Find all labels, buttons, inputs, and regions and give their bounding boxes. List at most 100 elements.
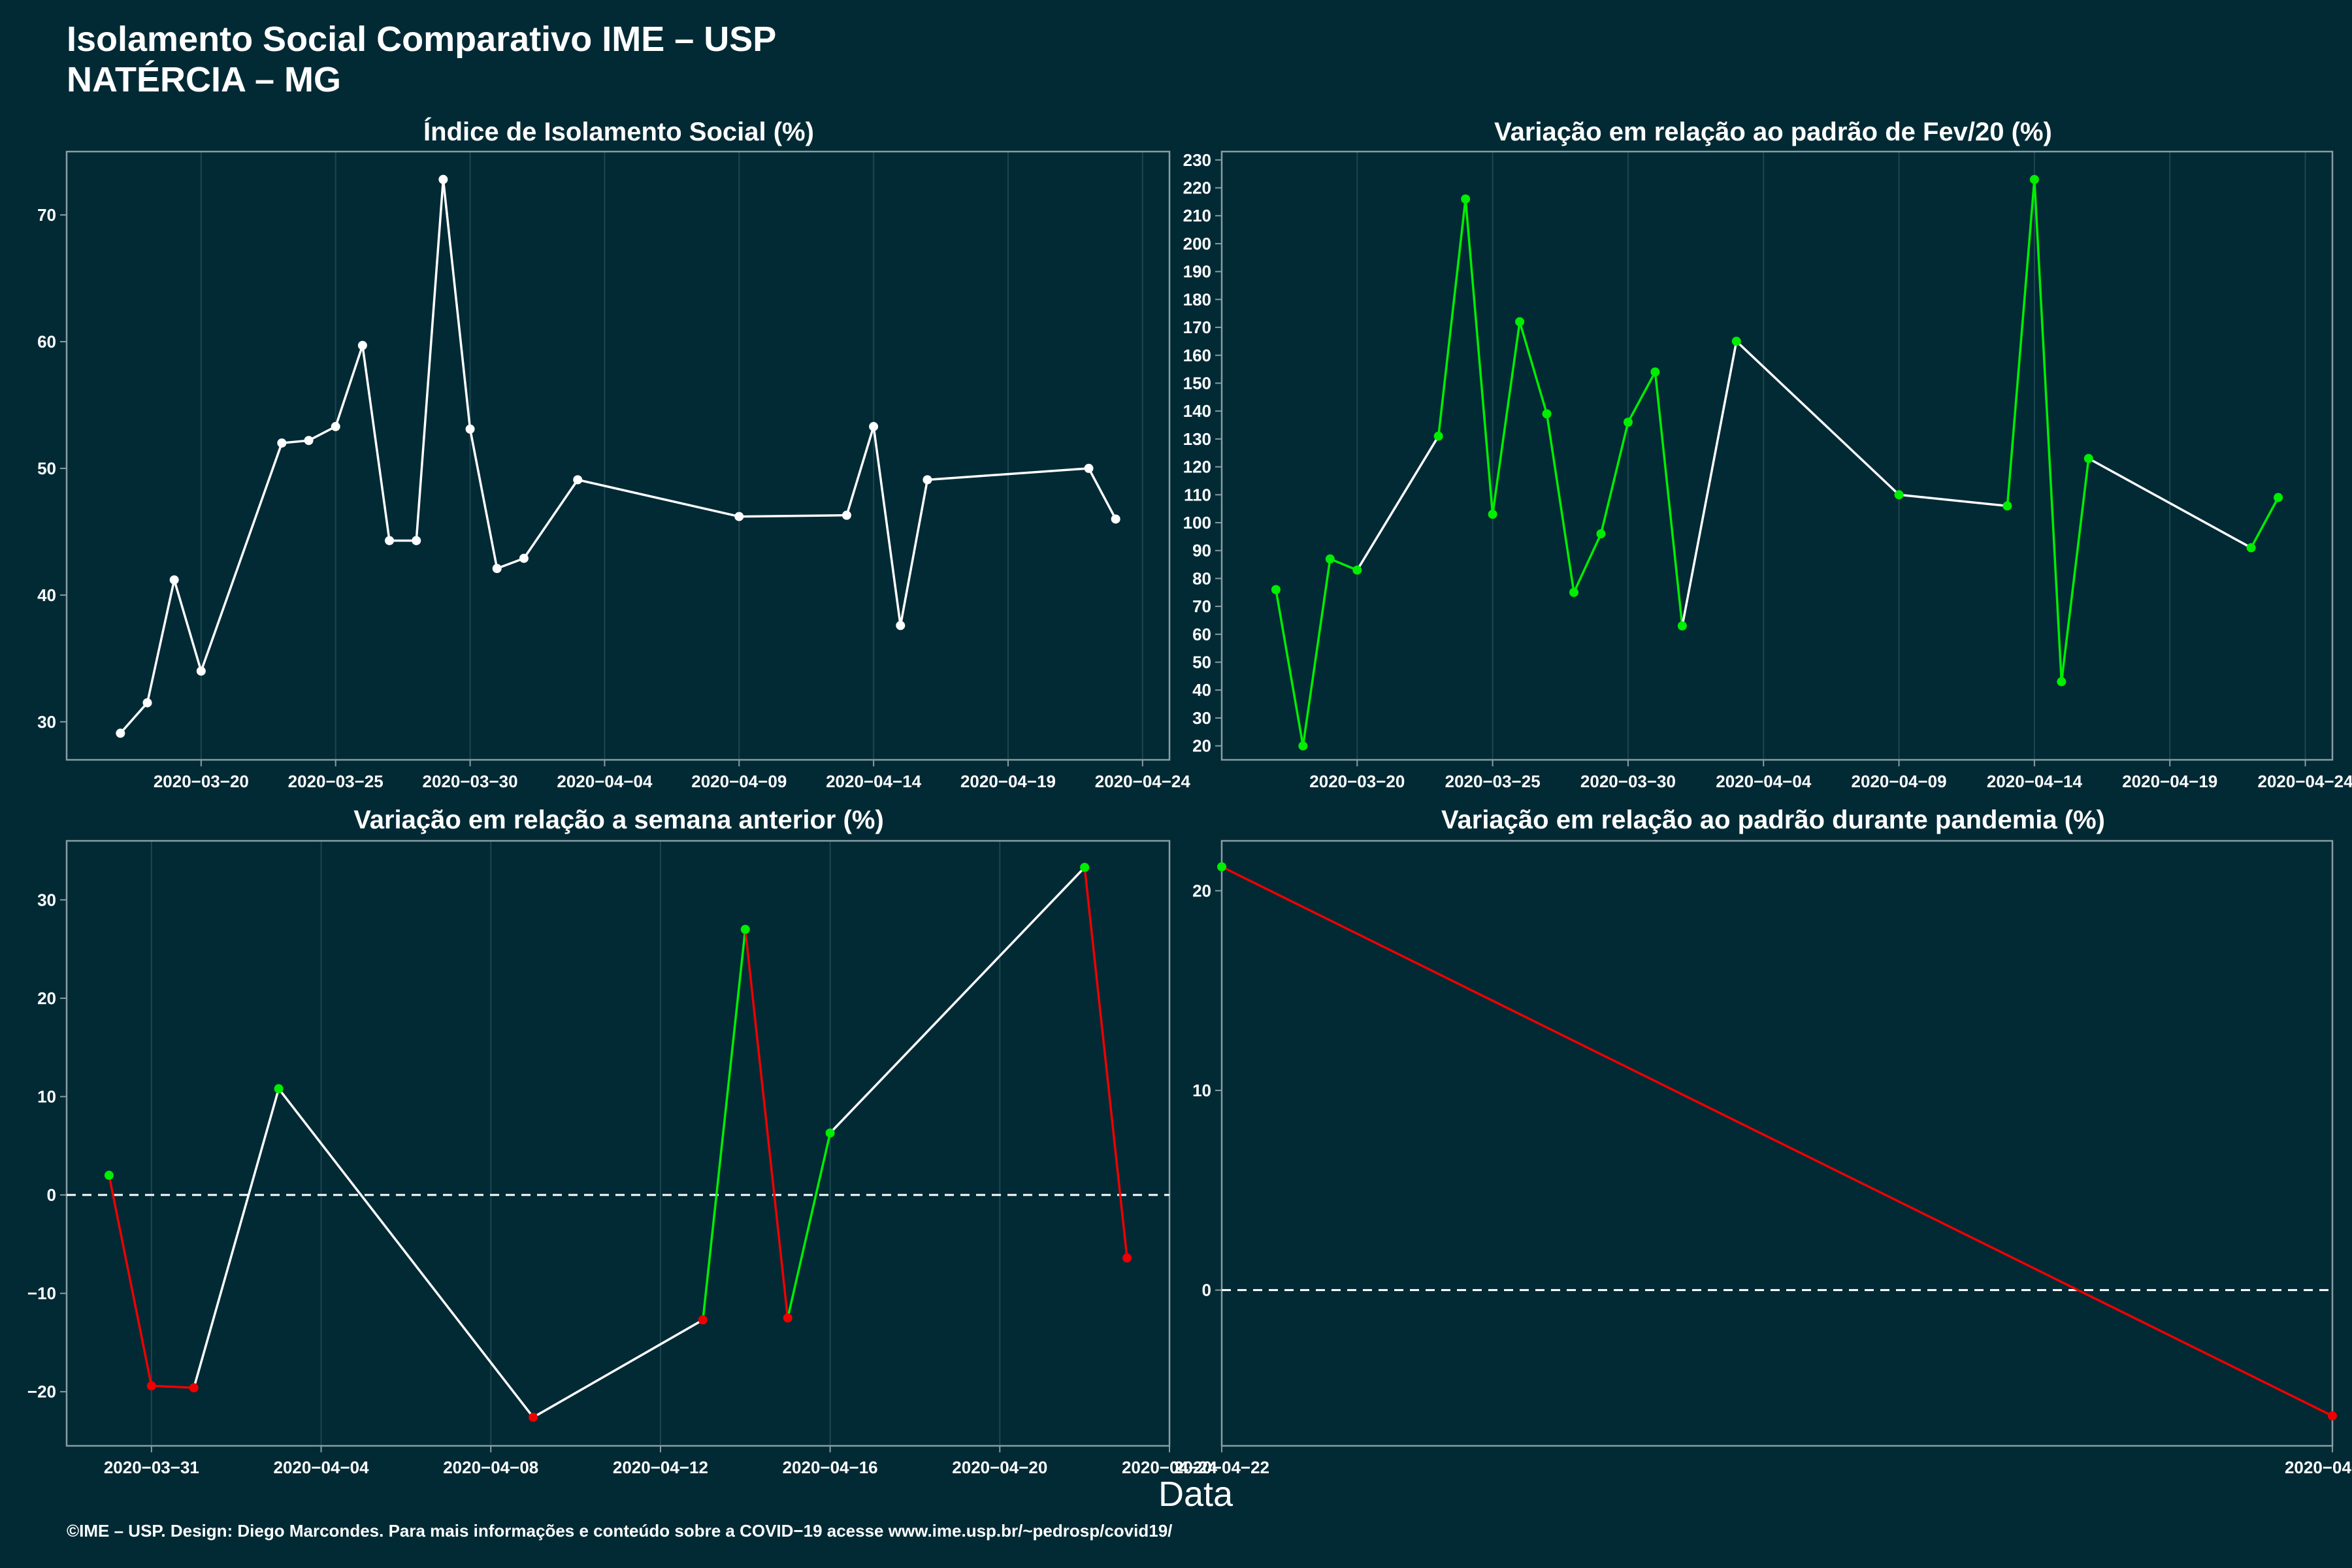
y-tick-label: 10 bbox=[37, 1086, 56, 1106]
y-tick-label: 170 bbox=[1183, 318, 1211, 337]
data-point bbox=[1894, 490, 1904, 500]
data-point bbox=[2274, 493, 2283, 502]
data-point bbox=[1271, 585, 1281, 595]
series-segment bbox=[151, 1384, 194, 1389]
figure-title-line2: NATÉRCIA – MG bbox=[67, 60, 341, 99]
series-segment bbox=[1654, 372, 1684, 627]
x-tick-label: 2020−03−30 bbox=[1580, 772, 1676, 791]
data-point bbox=[2328, 1411, 2337, 1421]
data-point bbox=[519, 553, 529, 563]
data-point bbox=[1650, 367, 1660, 377]
y-tick-label: 50 bbox=[1192, 653, 1211, 672]
y-tick-label: 130 bbox=[1183, 429, 1211, 449]
panel-title-variation-week: Variação em relação a semana anterior (%… bbox=[353, 806, 884, 834]
data-point bbox=[116, 728, 125, 738]
data-point bbox=[1325, 554, 1335, 564]
y-tick-label: 220 bbox=[1183, 178, 1211, 198]
data-point bbox=[385, 536, 395, 546]
y-tick-label: 20 bbox=[37, 988, 56, 1008]
data-point bbox=[1217, 862, 1226, 872]
y-tick-label: 50 bbox=[37, 459, 56, 478]
x-tick-label: 2020−03−25 bbox=[1445, 772, 1541, 791]
series-segment bbox=[120, 702, 148, 734]
y-tick-label: 140 bbox=[1183, 401, 1211, 421]
series-segment bbox=[146, 580, 176, 704]
data-point bbox=[331, 421, 340, 431]
x-tick-label: 2020−03−20 bbox=[1309, 772, 1405, 791]
x-tick-label: 2020−03−30 bbox=[423, 772, 518, 791]
data-point bbox=[1596, 529, 1606, 539]
data-point bbox=[1569, 587, 1579, 597]
y-tick-label: −10 bbox=[27, 1284, 56, 1303]
data-point bbox=[1122, 1253, 1132, 1263]
y-tick-label: 160 bbox=[1183, 346, 1211, 365]
y-tick-label: 180 bbox=[1183, 289, 1211, 309]
y-tick-label: 60 bbox=[1192, 625, 1211, 644]
data-point bbox=[1623, 417, 1633, 427]
data-point bbox=[2083, 453, 2093, 463]
data-point bbox=[1084, 463, 1094, 473]
chart-panel-isolation-index: Índice de Isolamento Social (%) 30 40 50 60… bbox=[37, 117, 1190, 791]
series-segment bbox=[1221, 866, 2333, 1417]
data-point bbox=[2029, 174, 2039, 184]
data-point bbox=[1731, 336, 1741, 346]
series-segment bbox=[744, 929, 789, 1318]
series-segment bbox=[899, 480, 929, 626]
data-point bbox=[1677, 621, 1687, 631]
data-point bbox=[274, 1084, 284, 1094]
data-point bbox=[104, 1170, 114, 1180]
data-point bbox=[740, 924, 750, 934]
data-point bbox=[2246, 543, 2256, 553]
data-point bbox=[529, 1413, 538, 1422]
data-point bbox=[1352, 565, 1362, 575]
y-tick-label: 120 bbox=[1183, 457, 1211, 477]
x-tick-label: 2020−04−19 bbox=[960, 772, 1056, 791]
data-point bbox=[2057, 677, 2066, 687]
series-segment bbox=[1356, 435, 1440, 571]
data-point bbox=[189, 1383, 199, 1393]
x-tick-label: 2020−04−22 bbox=[1174, 1458, 1269, 1477]
y-tick-label: 10 bbox=[1192, 1081, 1211, 1100]
y-tick-label: 0 bbox=[47, 1185, 56, 1205]
y-tick-label: 30 bbox=[37, 890, 56, 909]
series-segment bbox=[2060, 458, 2090, 682]
series-segment bbox=[1464, 199, 1494, 515]
series-segment bbox=[1301, 559, 1331, 746]
series-segment bbox=[532, 1318, 704, 1418]
x-tick-label: 2020−04−12 bbox=[613, 1458, 708, 1477]
series-segment bbox=[308, 425, 336, 442]
series-segment bbox=[1491, 321, 1521, 515]
series-segment bbox=[829, 866, 1086, 1134]
y-tick-label: 40 bbox=[37, 585, 56, 605]
data-point bbox=[1433, 431, 1443, 441]
series-segment bbox=[523, 479, 579, 559]
y-tick-label: 210 bbox=[1183, 206, 1211, 225]
y-tick-label: 60 bbox=[37, 332, 56, 351]
data-point bbox=[825, 1128, 835, 1138]
data-point bbox=[357, 340, 367, 350]
y-tick-label: 200 bbox=[1183, 234, 1211, 253]
series-segment bbox=[1681, 341, 1738, 627]
series-segment bbox=[1573, 533, 1603, 593]
y-tick-label: 90 bbox=[1192, 541, 1211, 561]
figure-title-line1: Isolamento Social Comparativo IME – USP bbox=[67, 20, 776, 59]
series-segment bbox=[1083, 867, 1128, 1258]
data-point bbox=[734, 512, 744, 521]
series-segment bbox=[845, 426, 875, 516]
data-point bbox=[169, 575, 179, 585]
data-point bbox=[573, 475, 583, 485]
x-tick-label: 2020−04−04 bbox=[274, 1458, 370, 1477]
plot-frame bbox=[1220, 840, 2334, 1447]
panel-title-variation-pandemic: Variação em relação ao padrão durante pa… bbox=[1441, 806, 2105, 834]
x-tick-label: 2020−03−20 bbox=[154, 772, 249, 791]
y-tick-label: 70 bbox=[1192, 596, 1211, 616]
y-tick-label: −20 bbox=[27, 1382, 56, 1401]
data-point bbox=[1461, 194, 1471, 204]
x-tick-label: 2020−04−09 bbox=[691, 772, 787, 791]
series-segment bbox=[1330, 557, 1358, 572]
data-point bbox=[412, 536, 421, 546]
series-segment bbox=[335, 345, 364, 427]
data-point bbox=[277, 438, 287, 448]
series-segment bbox=[872, 426, 902, 626]
panel-title-variation-feb: Variação em relação ao padrão de Fev/20 … bbox=[1494, 118, 2052, 146]
